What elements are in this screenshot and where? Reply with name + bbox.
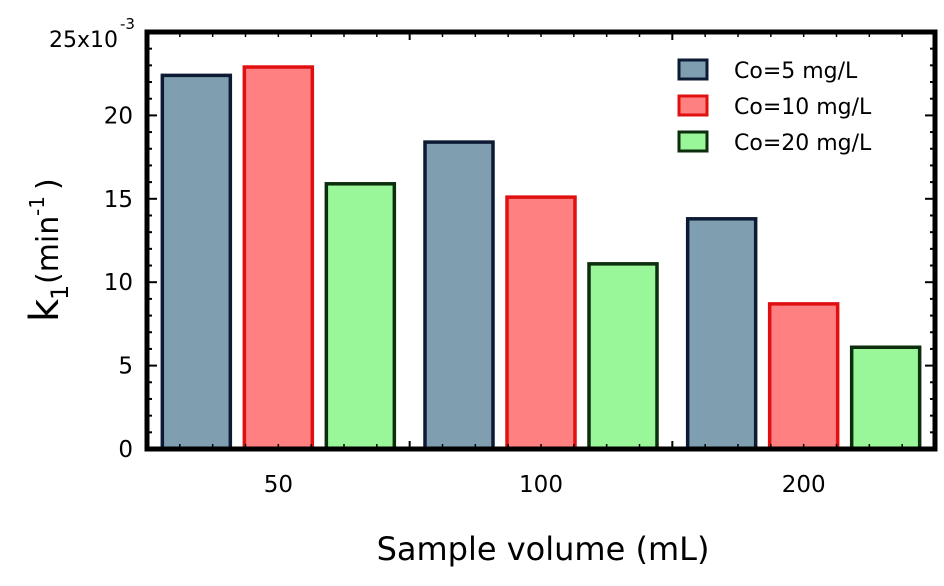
- x-tick-label: 100: [519, 472, 563, 498]
- bar: [587, 262, 659, 451]
- legend-label: Co=10 mg/L: [734, 95, 872, 120]
- y-axis-title-subscript: 1: [46, 285, 74, 300]
- legend-label: Co=5 mg/L: [734, 59, 858, 84]
- bar: [242, 65, 315, 451]
- legend: Co=5 mg/L Co=10 mg/L Co=20 mg/L: [677, 58, 872, 156]
- x-tick-label: 200: [782, 472, 826, 498]
- bar: [767, 302, 840, 451]
- legend-swatch: [677, 94, 709, 117]
- bar: [685, 217, 758, 451]
- y-axis-title: k 1 (min -1 ): [22, 178, 74, 322]
- y-tick-label: 0: [118, 437, 133, 463]
- legend-swatch: [677, 58, 709, 81]
- y-axis-title-close: ): [31, 178, 66, 190]
- y-axis-title-exponent: -1: [25, 196, 49, 216]
- y-top-tick-exponent: -3: [120, 15, 135, 33]
- legend-swatch: [677, 130, 709, 153]
- legend-label: Co=20 mg/L: [734, 131, 872, 156]
- x-axis-title: Sample volume (mL): [377, 530, 710, 568]
- y-tick-label: 20: [104, 103, 133, 129]
- bar: [324, 182, 397, 451]
- y-tick-label: 15: [104, 187, 133, 213]
- y-tick-label: 10: [104, 270, 133, 296]
- bar: [423, 140, 495, 451]
- ticks-layer: 50 100 200 0 5 10 15 20: [104, 31, 935, 498]
- bar: [849, 345, 922, 451]
- x-tick-label: 50: [264, 472, 293, 498]
- y-tick-label: 5: [118, 354, 133, 380]
- y-top-tick-label: 25x10: [49, 28, 118, 53]
- y-axis-title-unit: (min: [31, 216, 66, 284]
- bar: [505, 195, 577, 451]
- y-axis-title-main: k: [22, 298, 68, 322]
- bar: [160, 73, 233, 451]
- bars-layer: [160, 65, 922, 451]
